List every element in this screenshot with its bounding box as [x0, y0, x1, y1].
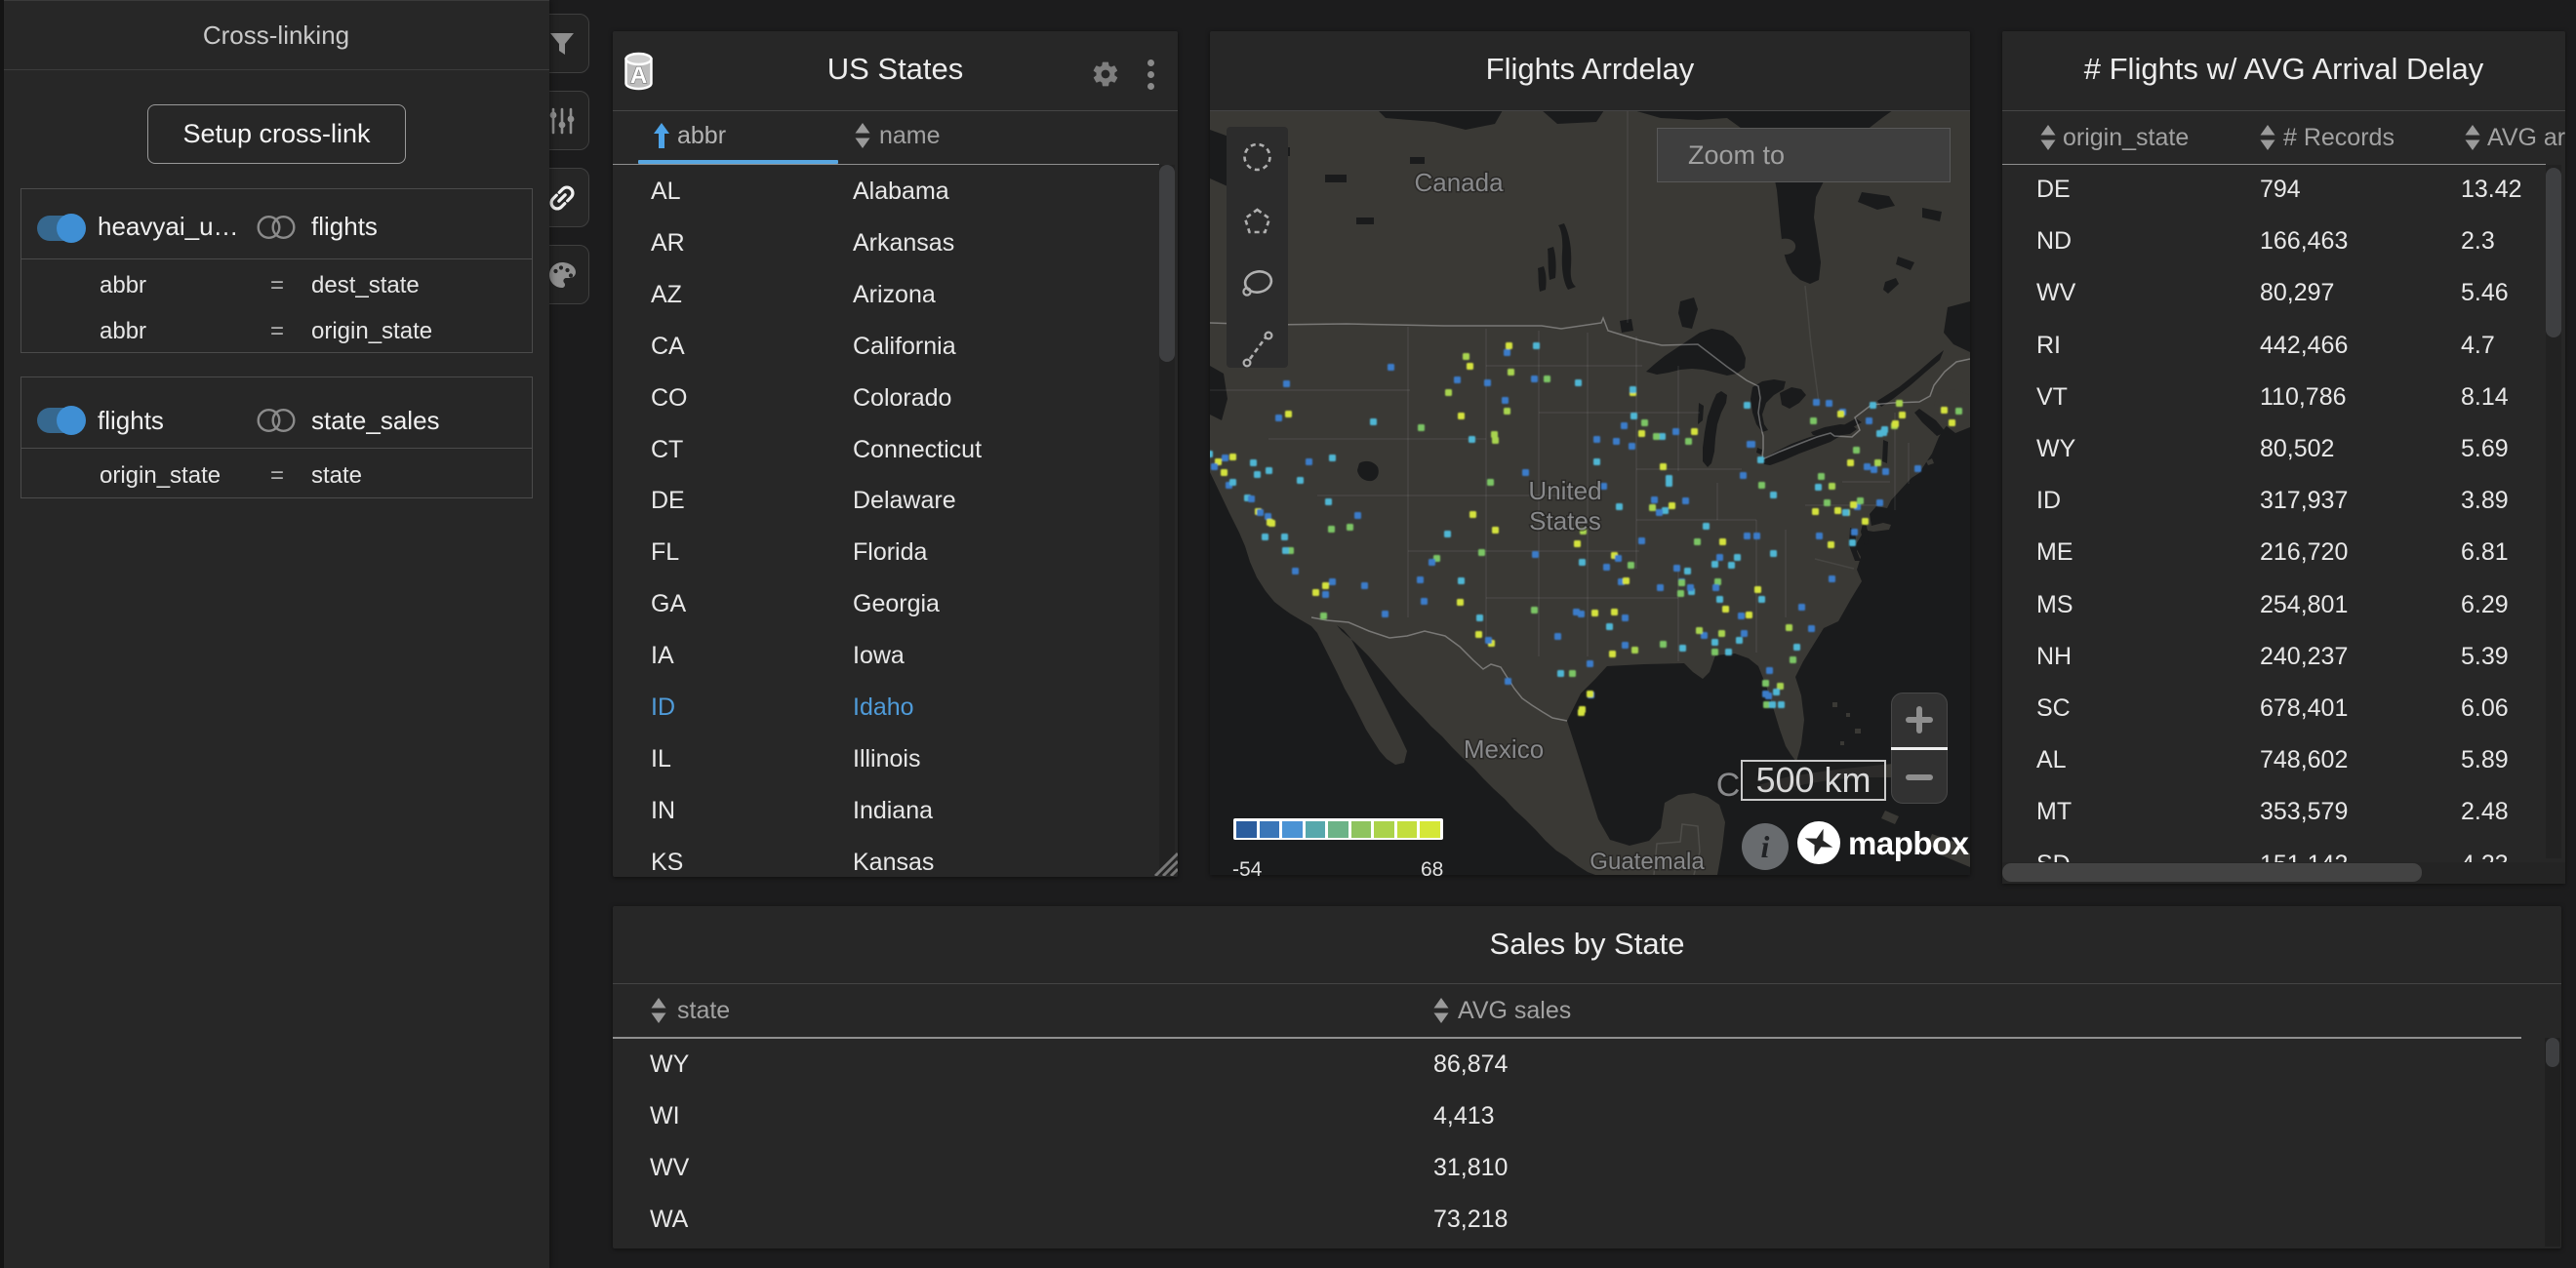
svg-text:Mexico: Mexico — [1464, 734, 1544, 764]
svg-text:States: States — [1529, 506, 1601, 535]
svg-text:A: A — [630, 62, 647, 89]
svg-text:Guatemala: Guatemala — [1590, 849, 1705, 875]
svg-text:United: United — [1528, 476, 1601, 505]
svg-text:Canada: Canada — [1414, 168, 1504, 197]
svg-text:C: C — [1716, 767, 1741, 804]
